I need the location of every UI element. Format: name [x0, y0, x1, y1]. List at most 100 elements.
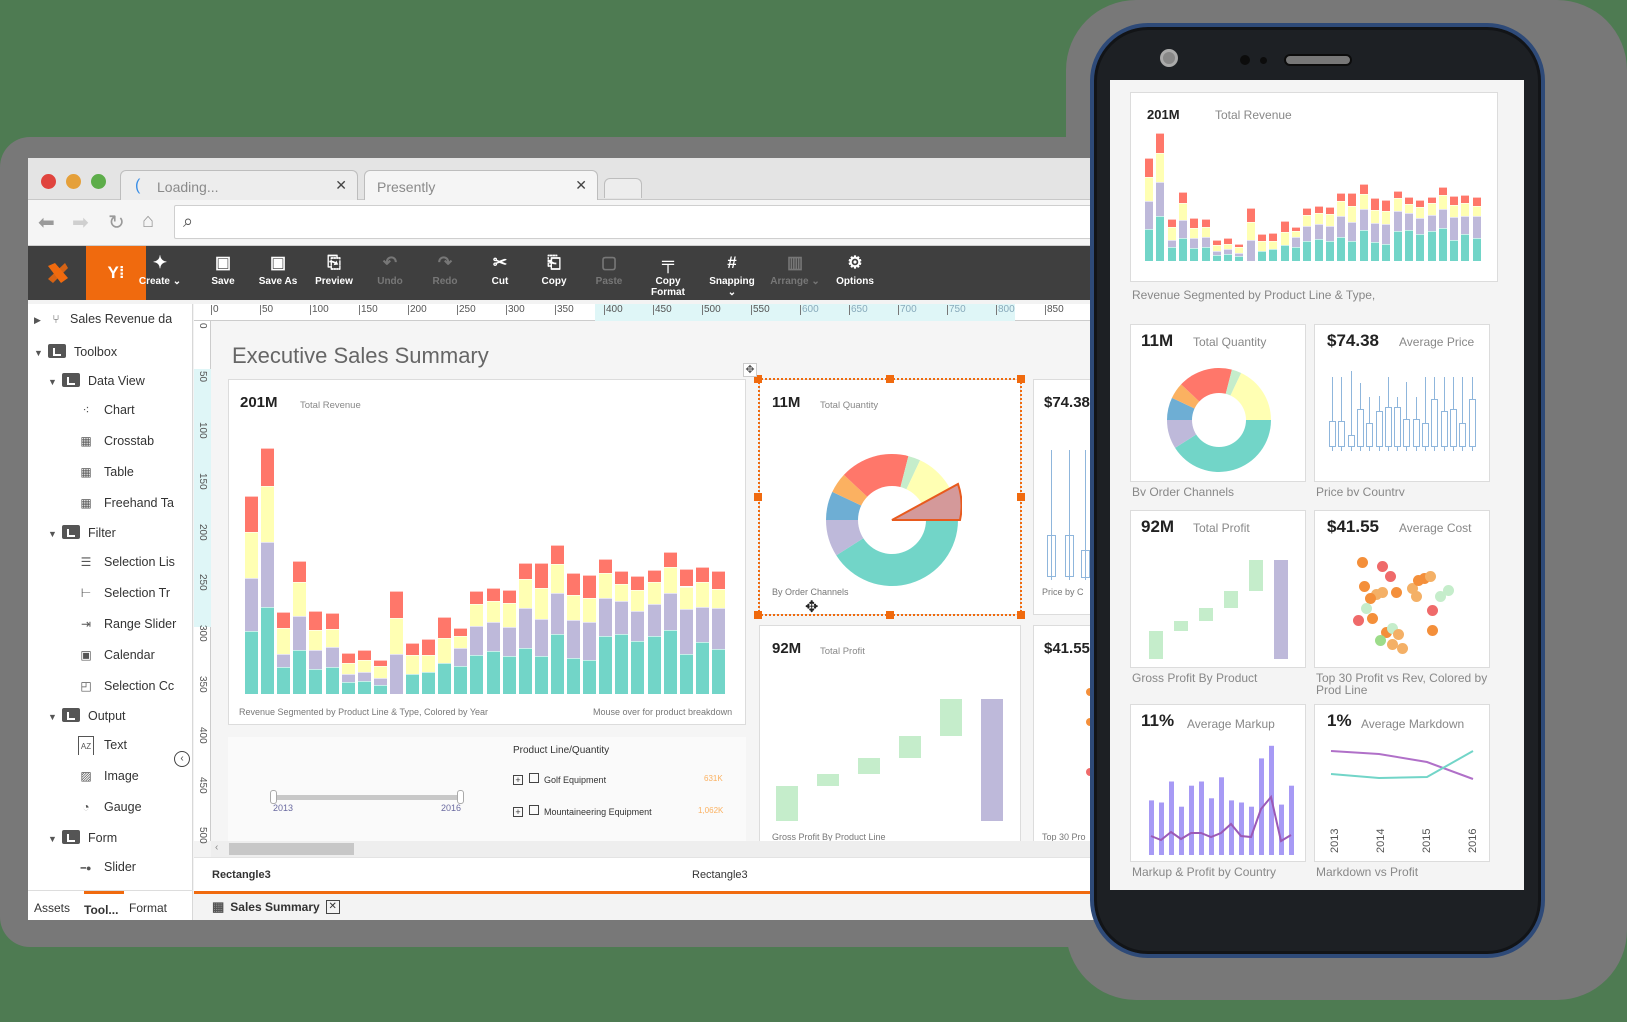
bar-segment[interactable] — [1178, 203, 1187, 221]
bar-segment[interactable] — [663, 593, 677, 631]
tab-toolbox[interactable]: Tool... — [84, 891, 124, 917]
bar-segment[interactable] — [1291, 230, 1300, 238]
donut-chart[interactable] — [822, 450, 962, 590]
candlestick[interactable] — [1462, 377, 1464, 451]
maximize-window-button[interactable] — [91, 174, 106, 189]
bar-segment[interactable] — [1235, 252, 1244, 257]
bar-segment[interactable] — [1201, 227, 1210, 237]
bar-segment[interactable] — [695, 606, 709, 643]
bar-segment[interactable] — [695, 642, 709, 694]
bar-segment[interactable] — [389, 590, 403, 618]
bar-segment[interactable] — [502, 655, 516, 694]
bar-segment[interactable] — [1212, 254, 1221, 261]
bar-segment[interactable] — [1314, 205, 1323, 213]
options-button[interactable]: ⚙ Options — [836, 253, 874, 287]
bar-segment[interactable] — [1303, 207, 1312, 215]
bar-segment[interactable] — [1190, 218, 1199, 228]
tree-item-data-source[interactable]: ▶ ⑂ Sales Revenue da — [34, 309, 172, 329]
bar[interactable] — [1149, 800, 1154, 855]
bar-segment[interactable] — [293, 650, 307, 694]
phone-cost-card[interactable]: $41.55 Average Cost — [1314, 510, 1490, 668]
bar-segment[interactable] — [422, 639, 436, 655]
bar-segment[interactable] — [1450, 196, 1459, 206]
horizontal-scrollbar[interactable]: ‹ — [211, 841, 1103, 857]
bar-segment[interactable] — [1291, 237, 1300, 247]
scatter-point[interactable] — [1391, 587, 1402, 598]
bar-segment[interactable] — [550, 593, 564, 634]
tree-item-freehand-table[interactable]: ▦ Freehand Ta — [78, 493, 193, 513]
bar-segment[interactable] — [1393, 211, 1402, 231]
bar-segment[interactable] — [695, 567, 709, 582]
bar-segment[interactable] — [1224, 254, 1233, 261]
bar-segment[interactable] — [1461, 234, 1470, 261]
bar-segment[interactable] — [502, 589, 516, 604]
tree-item-selection-list[interactable]: ☰ Selection Lis — [78, 552, 193, 572]
tree-item-data-view[interactable]: ▼ Data View — [48, 371, 145, 391]
candlestick[interactable] — [1332, 377, 1333, 451]
bar-segment[interactable] — [1461, 215, 1470, 235]
bar-segment[interactable] — [518, 648, 532, 694]
bar-segment[interactable] — [1224, 249, 1233, 255]
tab-format[interactable]: Format — [129, 901, 168, 915]
bar-segment[interactable] — [1156, 133, 1165, 154]
tree-item-image[interactable]: ▨ Image — [78, 766, 138, 786]
bar-segment[interactable] — [470, 590, 484, 605]
bar-segment[interactable] — [615, 570, 629, 585]
url-input[interactable]: ⌕ — [174, 205, 1103, 239]
bar-segment[interactable] — [599, 597, 613, 636]
bar-segment[interactable] — [454, 648, 468, 666]
bar-segment[interactable] — [261, 541, 275, 607]
cut-button[interactable]: ✂ Cut — [486, 252, 514, 287]
combo-bar-line-chart[interactable] — [1131, 705, 1307, 863]
design-canvas[interactable]: Executive Sales Summary 201M Total Reven… — [211, 321, 1103, 841]
checkbox[interactable] — [528, 773, 539, 783]
bar-segment[interactable] — [550, 545, 564, 565]
bar-segment[interactable] — [1337, 216, 1346, 238]
bar-segment[interactable] — [1314, 212, 1323, 224]
scatter-point[interactable] — [1435, 591, 1446, 602]
bar-segment[interactable] — [1212, 239, 1221, 245]
bar-segment[interactable] — [1472, 216, 1481, 238]
bar-segment[interactable] — [1337, 193, 1346, 202]
bar-segment[interactable] — [277, 667, 291, 694]
bar-segment[interactable] — [1359, 183, 1368, 194]
range-slider-track[interactable] — [273, 795, 463, 800]
bar-segment[interactable] — [1280, 232, 1289, 245]
bar-segment[interactable] — [454, 635, 468, 649]
scatter-point[interactable] — [1413, 575, 1424, 586]
candlestick-chart[interactable] — [1329, 369, 1479, 459]
bar-segment[interactable] — [341, 673, 355, 682]
scatter-point[interactable] — [1427, 625, 1438, 636]
bar-segment[interactable] — [599, 635, 613, 694]
scatter-point[interactable] — [1387, 639, 1398, 650]
bar-segment[interactable] — [261, 606, 275, 694]
phone-profit-card[interactable]: 92M Total Profit — [1130, 510, 1306, 668]
scatter-point[interactable] — [1387, 623, 1398, 634]
bar-segment[interactable] — [389, 653, 403, 694]
bar-segment[interactable] — [1450, 240, 1459, 261]
bar-segment[interactable] — [518, 562, 532, 579]
bar-segment[interactable] — [647, 569, 661, 582]
scatter-point[interactable] — [1371, 589, 1382, 600]
bar-segment[interactable] — [1201, 236, 1210, 248]
bar-segment[interactable] — [679, 586, 693, 609]
list-item-golf[interactable]: + Golf Equipment — [513, 773, 606, 785]
expand-icon[interactable]: + — [513, 807, 523, 817]
scatter-point[interactable] — [1359, 581, 1370, 592]
bar-segment[interactable] — [245, 631, 258, 694]
waterfall-chart[interactable] — [760, 626, 1022, 841]
waterfall-bar[interactable] — [1274, 560, 1288, 659]
candlestick[interactable] — [1425, 377, 1426, 451]
bar-segment[interactable] — [1382, 223, 1391, 244]
bar[interactable] — [1239, 802, 1244, 856]
bar-segment[interactable] — [357, 680, 371, 694]
bar-segment[interactable] — [341, 662, 355, 674]
bar-segment[interactable] — [615, 601, 629, 634]
collapse-icon[interactable]: ▼ — [48, 377, 57, 387]
tree-item-chart[interactable]: ⁖ Chart — [78, 400, 134, 420]
bar-segment[interactable] — [1472, 206, 1481, 217]
bar-segment[interactable] — [1393, 230, 1402, 261]
bar-segment[interactable] — [1156, 215, 1165, 261]
waterfall-bar[interactable] — [817, 774, 839, 786]
collapse-icon[interactable]: ▼ — [48, 529, 57, 539]
